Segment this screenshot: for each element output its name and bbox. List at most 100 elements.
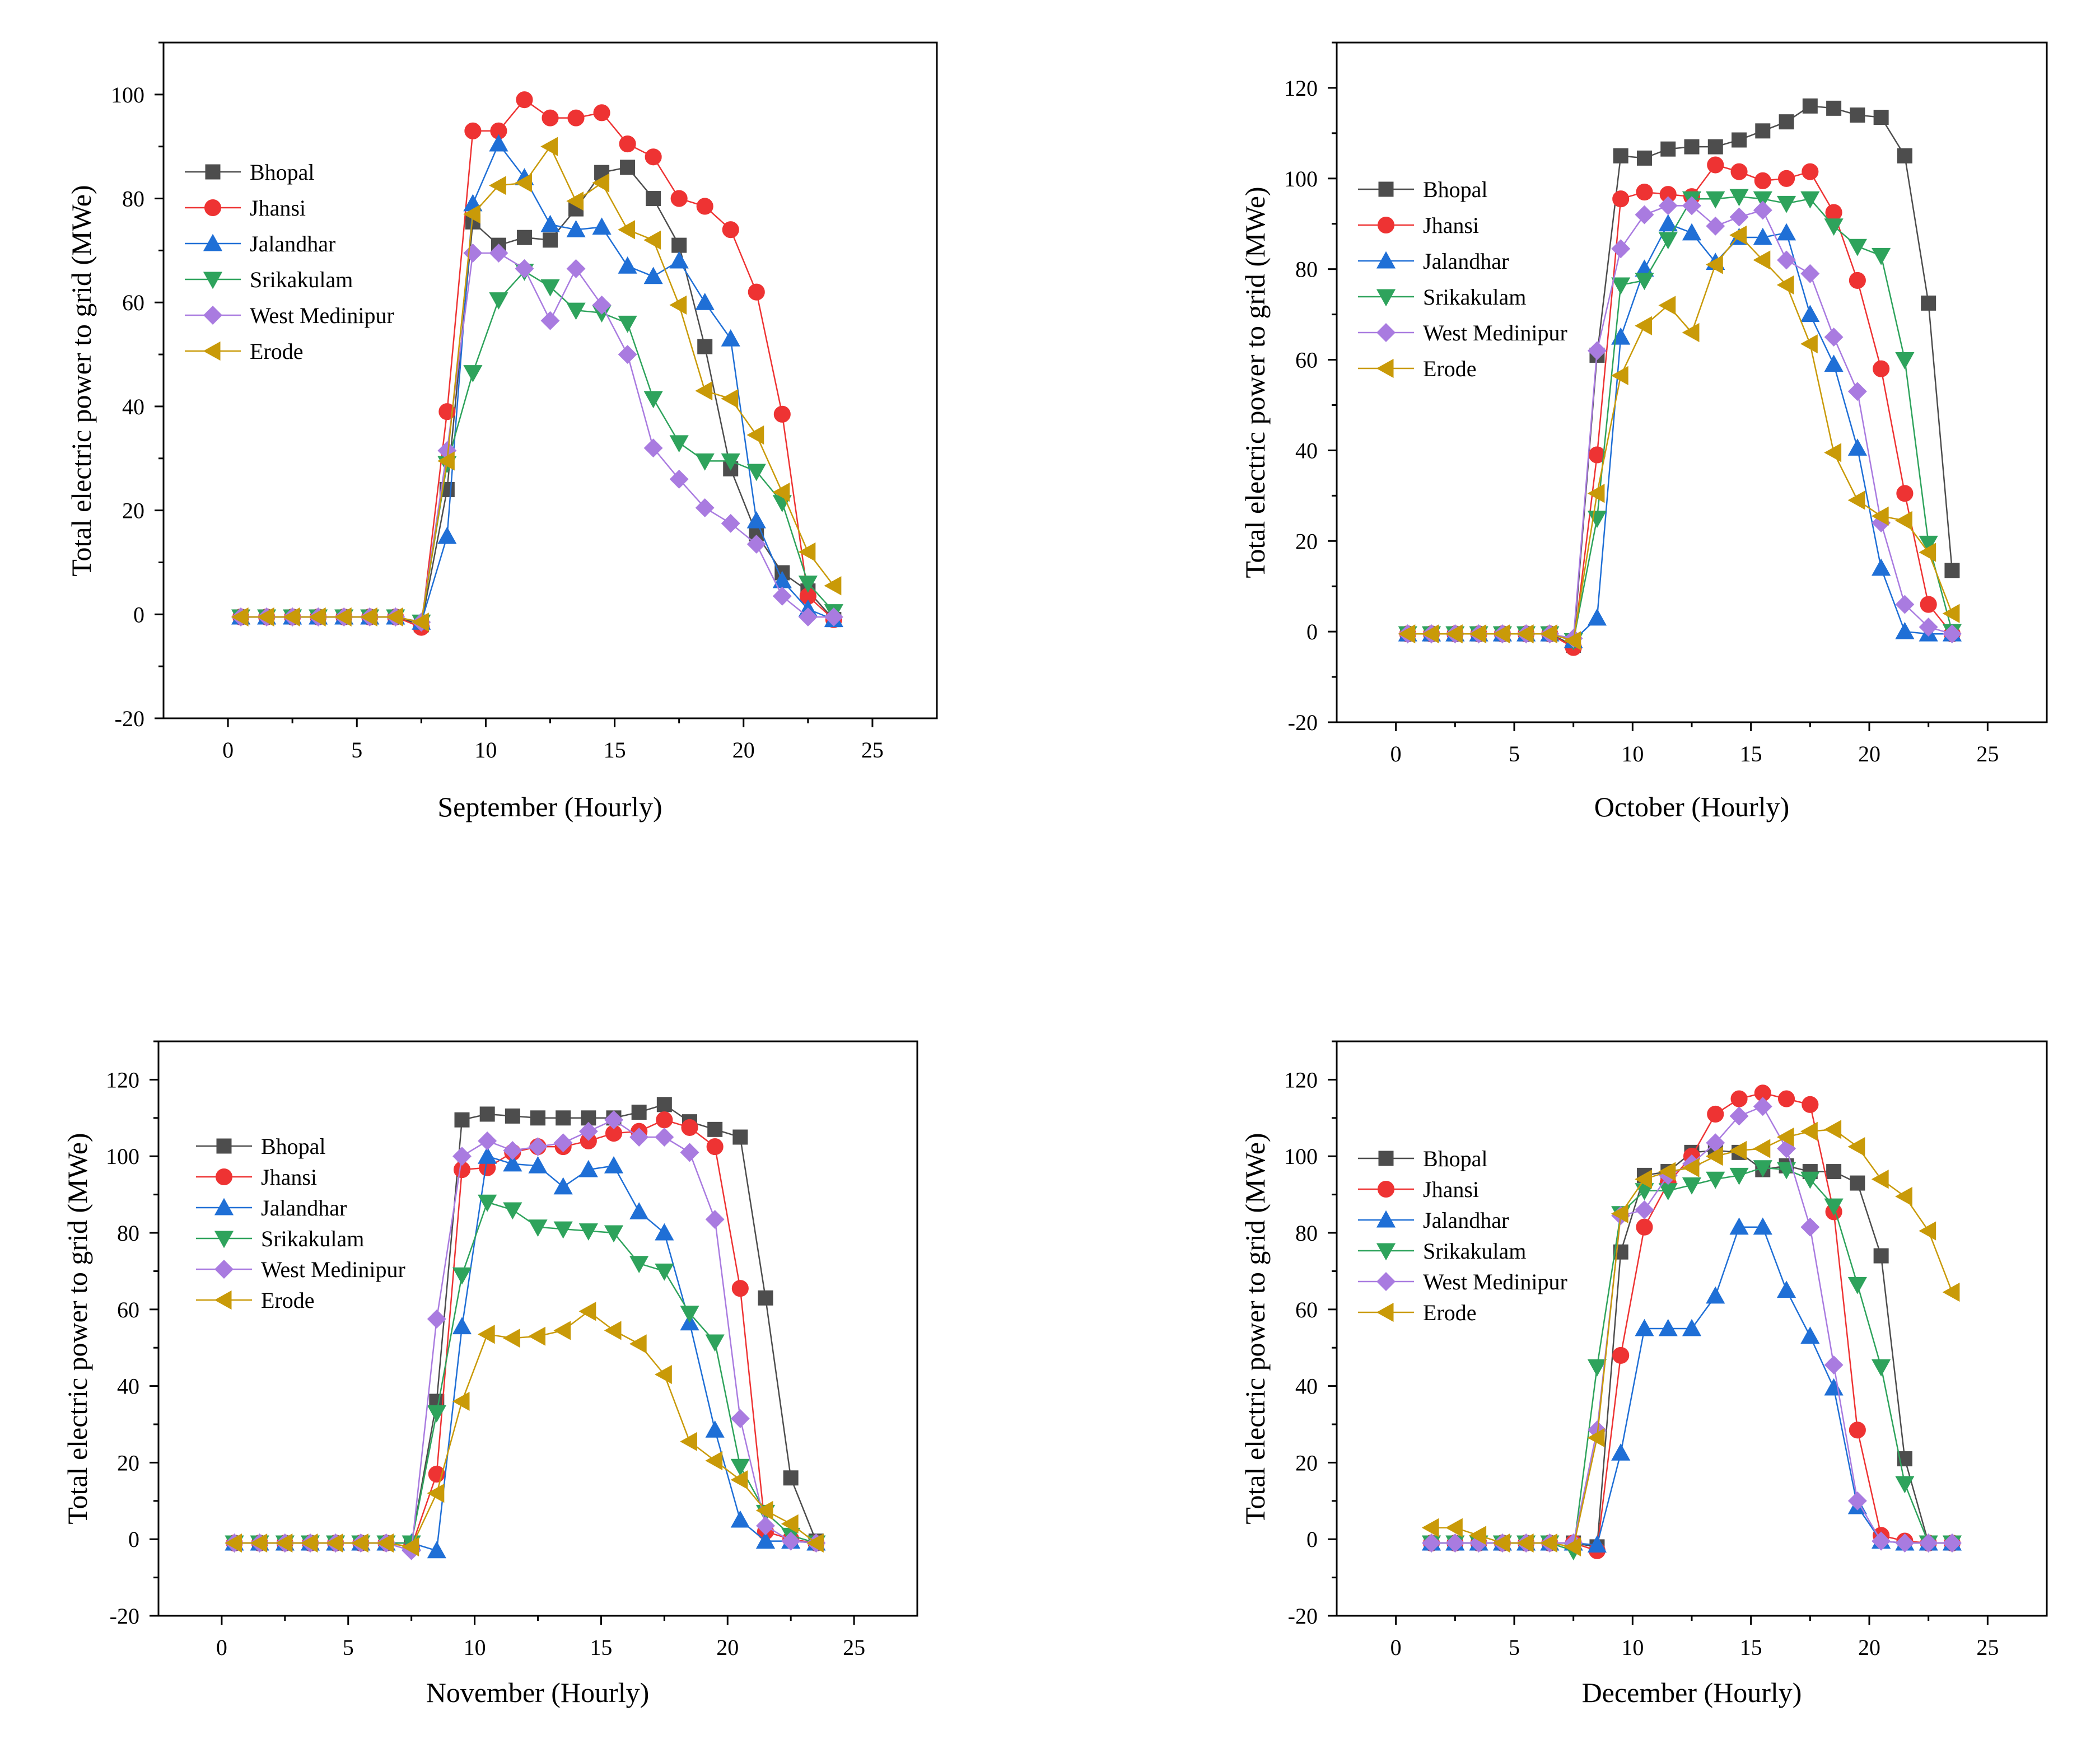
data-point-west-medinipur xyxy=(1445,1533,1465,1553)
series-layer xyxy=(231,91,843,636)
x-tick-label: 10 xyxy=(464,1635,486,1660)
y-axis-label: Total electric power to grid (MWe) xyxy=(1239,186,1271,578)
legend-label: Bhopal xyxy=(250,160,315,185)
data-point-erode xyxy=(1516,624,1534,644)
data-point-erode xyxy=(1919,1221,1936,1241)
x-tick-label: 25 xyxy=(861,737,884,763)
data-point-erode xyxy=(1587,484,1605,503)
legend-entry-jalandhar: Jalandhar xyxy=(1358,1208,1509,1233)
legend-label: Erode xyxy=(1423,356,1477,381)
data-point-srikakulam xyxy=(427,1405,446,1423)
data-point-erode xyxy=(1635,1170,1652,1189)
data-point-jalandhar xyxy=(1800,305,1820,322)
data-point-erode xyxy=(489,176,506,195)
data-point-srikakulam xyxy=(1611,277,1631,295)
x-tick-label: 5 xyxy=(343,1635,354,1660)
x-tick-label: 20 xyxy=(732,737,755,763)
data-point-west-medinipur xyxy=(746,535,766,554)
legend-label: Erode xyxy=(250,339,304,364)
data-point-erode xyxy=(1564,631,1581,651)
data-point-west-medinipur xyxy=(592,295,612,315)
legend-marker xyxy=(203,233,223,251)
legend-label: Jhansi xyxy=(1423,213,1479,238)
data-point-west-medinipur xyxy=(798,607,818,626)
x-tick-label: 0 xyxy=(1390,1635,1402,1660)
y-tick-label: 80 xyxy=(117,1221,139,1246)
legend-marker xyxy=(204,199,222,217)
legend-label: Bhopal xyxy=(1423,1146,1488,1171)
data-point-west-medinipur xyxy=(540,311,560,330)
data-point-srikakulam xyxy=(1824,218,1844,236)
y-tick-label: 40 xyxy=(1295,1374,1318,1399)
data-point-srikakulam xyxy=(1800,191,1820,209)
data-point-erode xyxy=(376,1533,394,1553)
data-point-jhansi xyxy=(1849,1422,1866,1439)
data-point-west-medinipur xyxy=(1919,1533,1938,1553)
data-point-jalandhar xyxy=(1729,1217,1749,1235)
x-axis-label: December (Hourly) xyxy=(1582,1677,1802,1708)
y-tick-label: 40 xyxy=(122,394,144,419)
data-point-jalandhar xyxy=(489,134,508,152)
data-point-jhansi xyxy=(1825,204,1842,221)
legend-marker xyxy=(203,341,221,361)
series-layer xyxy=(225,1097,826,1560)
data-point-jalandhar xyxy=(1611,1443,1631,1461)
data-point-erode xyxy=(1705,1147,1723,1166)
data-point-erode xyxy=(477,1325,495,1344)
data-point-jalandhar xyxy=(1753,227,1772,245)
legend-entry-jalandhar: Jalandhar xyxy=(196,1195,347,1221)
legend-marker xyxy=(1378,1151,1394,1166)
data-point-erode xyxy=(643,230,661,250)
data-point-west-medinipur xyxy=(1872,1531,1891,1551)
data-point-jalandhar xyxy=(1776,223,1796,241)
data-point-jhansi xyxy=(1612,1346,1630,1364)
data-point-srikakulam xyxy=(629,1256,649,1273)
x-tick-label: 10 xyxy=(474,737,497,763)
data-point-srikakulam xyxy=(705,1334,725,1352)
data-point-srikakulam xyxy=(1776,195,1796,213)
data-point-erode xyxy=(1682,322,1700,343)
data-point-erode xyxy=(1658,1162,1676,1181)
x-axis-label: September (Hourly) xyxy=(437,791,662,822)
data-point-srikakulam xyxy=(1753,191,1772,209)
data-point-jalandhar xyxy=(1753,1217,1772,1235)
data-point-jhansi xyxy=(1612,190,1630,208)
legend: Bhopal Jhansi Jalandhar Srikakulam West Medi… xyxy=(1358,177,1567,381)
data-point-erode xyxy=(275,1533,293,1553)
data-point-erode xyxy=(402,1537,419,1556)
y-tick-label: -20 xyxy=(110,1603,139,1629)
data-point-west-medinipur xyxy=(705,1210,725,1229)
data-point-erode xyxy=(1635,316,1652,335)
data-point-bhopal xyxy=(1779,114,1794,130)
data-point-jalandhar xyxy=(1776,1280,1796,1298)
data-point-west-medinipur xyxy=(1847,1491,1867,1511)
y-tick-label: 0 xyxy=(128,1527,139,1552)
data-point-jhansi xyxy=(681,1119,698,1136)
data-point-jalandhar xyxy=(1800,1326,1820,1344)
legend-entry-west-medinipur: West Medinipur xyxy=(1358,1269,1567,1294)
data-point-jhansi xyxy=(1707,156,1724,174)
legend-entry-srikakulam: Srikakulam xyxy=(1358,1238,1526,1264)
data-point-srikakulam xyxy=(1895,1476,1915,1494)
data-point-srikakulam xyxy=(1729,1167,1749,1185)
chart-panel-october: 0 5 10 15 20 25 -20 0 20 40 60 80 100 120 Bhopal Jhans… xyxy=(1239,41,2048,822)
data-point-erode xyxy=(592,173,610,193)
y-tick-label: 100 xyxy=(1284,1144,1318,1169)
data-point-erode xyxy=(1469,624,1487,644)
data-point-west-medinipur xyxy=(1658,196,1678,216)
data-point-jalandhar xyxy=(578,1159,598,1177)
axis-ticks: 0 5 10 15 20 25 -20 0 20 40 60 80 100 120 xyxy=(1284,1040,1999,1660)
data-point-erode xyxy=(386,607,403,627)
data-point-erode xyxy=(824,576,842,596)
legend-marker xyxy=(1377,216,1395,234)
data-point-srikakulam xyxy=(1729,189,1749,207)
data-point-west-medinipur xyxy=(1422,1533,1441,1553)
data-point-srikakulam xyxy=(1753,1160,1772,1177)
data-point-jhansi xyxy=(464,122,482,139)
data-point-erode xyxy=(1492,1533,1510,1553)
data-point-erode xyxy=(655,1364,672,1385)
data-point-erode xyxy=(1753,250,1771,270)
data-point-west-medinipur xyxy=(478,1131,497,1151)
data-point-srikakulam xyxy=(1847,1277,1867,1294)
y-axis-label: Total electric power to grid (MWe) xyxy=(1239,1133,1271,1524)
